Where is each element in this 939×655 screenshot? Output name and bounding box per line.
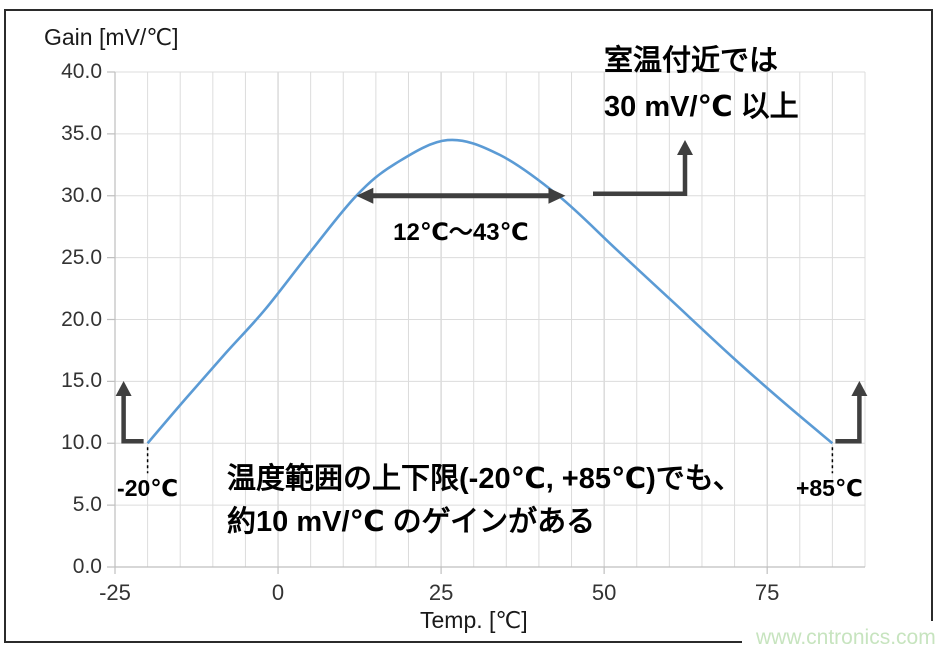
room-note-arrow-head <box>677 140 693 155</box>
low-end-elbow-arrow <box>121 392 144 444</box>
range-arrow-left-head <box>356 187 374 204</box>
chart-border-frame <box>4 9 933 643</box>
room-note-elbow-arrow <box>593 152 688 196</box>
high-end-elbow-arrow <box>835 392 862 444</box>
gain-curve <box>146 138 834 445</box>
range-arrow-right-head <box>548 187 566 204</box>
low-end-arrow-head <box>115 381 132 396</box>
high-end-arrow-head <box>851 381 868 396</box>
watermark-text: www.cntronics.com <box>756 626 936 649</box>
watermark: www.cntronics.com <box>742 621 939 655</box>
